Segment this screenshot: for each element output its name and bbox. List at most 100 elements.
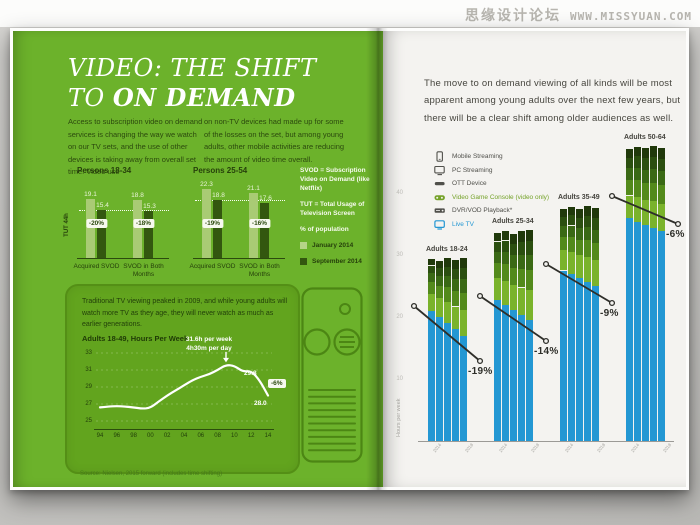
bar-segment-on-demand xyxy=(626,158,633,169)
bar-segment-on-demand xyxy=(460,309,467,336)
bar-segment-on-demand xyxy=(436,286,443,299)
bar-segment-on-demand xyxy=(568,215,575,226)
bar-segment-on-demand xyxy=(518,287,525,316)
bar-segment-on-demand xyxy=(526,229,533,242)
legend-swatch xyxy=(300,258,307,265)
legend-series-rows: January 2014 September 2014 xyxy=(300,241,384,266)
bar-segment-live-tv xyxy=(444,323,451,441)
bar-value-september: 17.6 xyxy=(259,195,272,203)
mobile-streaming-icon xyxy=(434,151,446,162)
chart-baseline xyxy=(77,258,169,259)
bar-segment-on-demand xyxy=(642,148,649,159)
bar-segment-live-tv xyxy=(592,286,599,441)
tv-indicator-light xyxy=(339,303,351,315)
value-label-2014: 28.0 xyxy=(254,400,267,407)
page-title-line2: TO ON DEMAND xyxy=(68,83,317,113)
bar-segment-live-tv xyxy=(658,231,665,441)
right-legend-row: Mobile Streaming xyxy=(434,150,549,164)
watermark: 思缘设计论坛 WWW.MISSYUAN.COM xyxy=(465,5,692,25)
bar-segment-on-demand xyxy=(568,237,575,252)
bar-segment-on-demand xyxy=(510,255,517,269)
bar-segment-on-demand xyxy=(568,206,575,216)
bar-segment-on-demand xyxy=(658,203,665,232)
legend-series-row: January 2014 xyxy=(300,241,384,250)
tv-x-tick: 12 xyxy=(247,433,255,439)
watermark-site-url: WWW.MISSYUAN.COM xyxy=(570,10,692,23)
bar-value-january: 22.3 xyxy=(200,180,213,188)
svod-chart-title: Persons 18-34 xyxy=(77,166,132,175)
bar-segment-on-demand xyxy=(460,279,467,293)
age-group-label: Adults 35-49 xyxy=(558,194,600,201)
right-legend-label: PC Streaming xyxy=(452,166,493,174)
right-legend-label: Mobile Streaming xyxy=(452,153,503,161)
bar-segment-live-tv xyxy=(634,221,641,441)
category-label: SVOD in Both Months xyxy=(239,263,280,278)
bar-segment-live-tv xyxy=(584,282,591,441)
bar-segment-on-demand xyxy=(560,250,567,271)
change-badge: -20% xyxy=(85,219,108,228)
bar-segment-on-demand xyxy=(658,147,665,159)
bar-segment-on-demand xyxy=(576,208,583,218)
page-title-line1: VIDEO: THE SHIFT xyxy=(68,54,317,82)
bar-segment-on-demand xyxy=(584,206,591,216)
bar-segment-on-demand xyxy=(576,217,583,228)
tv-y-tick: 25 xyxy=(85,417,92,424)
bar-segment-live-tv xyxy=(576,277,583,441)
bar-segment-on-demand xyxy=(576,239,583,255)
tv-y-tick: 27 xyxy=(85,400,92,407)
watermark-site-name: 思缘设计论坛 xyxy=(465,7,562,23)
bar-segment-on-demand xyxy=(510,233,517,244)
bar-segment-live-tv xyxy=(494,300,501,441)
bar-segment-on-demand xyxy=(502,280,509,306)
tv-knob-icon xyxy=(333,328,361,356)
legend-unit-note: % of population xyxy=(300,226,349,233)
bar-segment-live-tv xyxy=(436,317,443,441)
bar-segment-on-demand xyxy=(592,218,599,230)
bar-september xyxy=(144,210,153,258)
bar-segment-on-demand xyxy=(658,158,665,172)
bar-segment-live-tv xyxy=(626,218,633,441)
bar-segment-on-demand xyxy=(634,167,641,181)
bar-segment-on-demand xyxy=(634,196,641,222)
bar-segment-on-demand xyxy=(494,232,501,242)
bar-segment-on-demand xyxy=(502,264,509,281)
bar-segment-on-demand xyxy=(568,251,575,275)
bar-segment-on-demand xyxy=(592,260,599,286)
pc-streaming-icon xyxy=(434,165,446,176)
bar-segment-on-demand xyxy=(626,180,633,196)
bar-segment-on-demand xyxy=(494,241,501,252)
bar-segment-on-demand xyxy=(658,171,665,186)
bar-segment-live-tv xyxy=(460,335,467,441)
right-chart-y-label: Hours per week xyxy=(396,398,402,437)
tv-x-tick: 10 xyxy=(231,433,238,439)
bar-segment-on-demand xyxy=(634,156,641,168)
bar-segment-on-demand xyxy=(560,209,567,218)
bar-segment-on-demand xyxy=(444,287,451,302)
bar-segment-on-demand xyxy=(436,260,443,268)
bar-segment-live-tv xyxy=(510,310,517,441)
bar-segment-on-demand xyxy=(436,276,443,286)
value-label-2013: 29.8 xyxy=(244,370,257,377)
right-chart-x-axis xyxy=(418,441,674,442)
bar-segment-on-demand xyxy=(584,257,591,283)
tv-x-tick: 96 xyxy=(113,433,121,439)
right-legend-label: DVR/VOD Playback* xyxy=(452,207,513,215)
svod-chart-title: Persons 25-54 xyxy=(193,166,248,175)
bar-segment-on-demand xyxy=(526,254,533,271)
bar-segment-live-tv xyxy=(560,270,567,441)
bar-value-january: 21.1 xyxy=(247,184,260,192)
chart-baseline xyxy=(193,258,285,259)
bar-september xyxy=(260,203,269,258)
bar-segment-on-demand xyxy=(510,285,517,311)
change-badge: -18% xyxy=(132,219,155,228)
right-y-tick: 40 xyxy=(396,189,403,196)
right-legend-label: Live TV xyxy=(452,220,474,228)
bar-segment-on-demand xyxy=(428,258,435,266)
peak-annotation-line2: 4h30m per day xyxy=(186,344,232,352)
bar-segment-on-demand xyxy=(560,217,567,227)
right-legend-row: PC Streaming xyxy=(434,164,549,178)
bar-segment-on-demand xyxy=(452,260,459,269)
legend-svod-definition: SVOD = Subscription Video on Demand (lik… xyxy=(300,167,370,192)
right-legend-row: DVR/VOD Playback* xyxy=(434,204,549,218)
bar-segment-on-demand xyxy=(642,183,649,200)
